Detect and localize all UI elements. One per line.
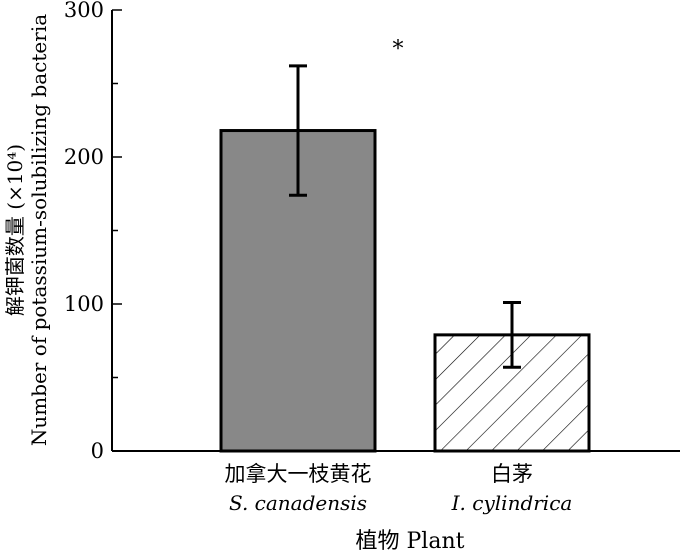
x-category-label-latin: I. cylindrica [451,491,573,515]
x-categories: 加拿大一枝黄花 S. canadensis 白茅 I. cylindrica [225,462,573,515]
x-category-label-latin: S. canadensis [229,491,367,515]
y-tick-label: 100 [64,292,104,316]
y-tick-label: 200 [64,145,104,169]
y-ticks: 0 100 200 300 [64,0,122,463]
significance-asterisk: * [393,37,404,62]
y-axis-title-cn: 解钾菌数量 (×10⁴) [3,144,27,316]
y-axis-title-en: Number of potassium-solubilizing bacteri… [27,14,51,446]
x-category-label-cn: 加拿大一枝黄花 [225,462,372,486]
y-tick-label: 300 [64,0,104,22]
bars [219,129,591,453]
x-axis-title: 植物 Plant [356,529,465,554]
axes [111,10,680,452]
x-category-label-cn: 白茅 [491,462,533,486]
y-tick-label: 0 [91,439,104,463]
y-axis-title: 解钾菌数量 (×10⁴) Number of potassium-solubil… [3,14,51,446]
error-bars [289,64,521,369]
